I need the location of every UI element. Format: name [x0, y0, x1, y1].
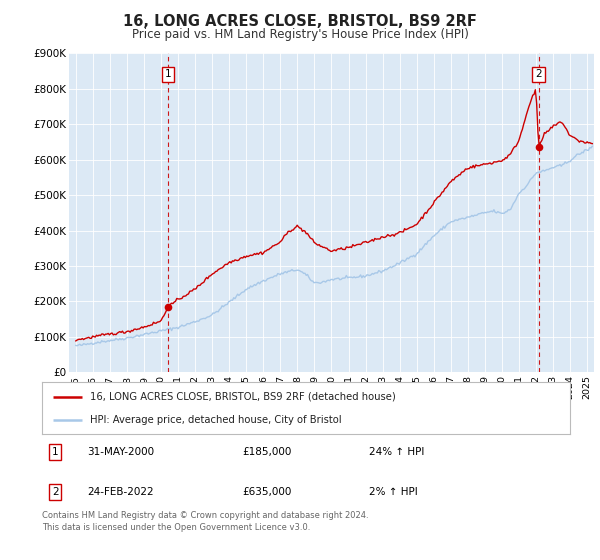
Text: 2: 2	[52, 487, 59, 497]
Text: 16, LONG ACRES CLOSE, BRISTOL, BS9 2RF (detached house): 16, LONG ACRES CLOSE, BRISTOL, BS9 2RF (…	[89, 392, 395, 402]
Text: Contains HM Land Registry data © Crown copyright and database right 2024.
This d: Contains HM Land Registry data © Crown c…	[42, 511, 368, 531]
Text: Price paid vs. HM Land Registry's House Price Index (HPI): Price paid vs. HM Land Registry's House …	[131, 28, 469, 41]
Text: £635,000: £635,000	[242, 487, 292, 497]
Text: 1: 1	[52, 447, 59, 457]
Text: 1: 1	[165, 69, 172, 80]
Text: 16, LONG ACRES CLOSE, BRISTOL, BS9 2RF: 16, LONG ACRES CLOSE, BRISTOL, BS9 2RF	[123, 14, 477, 29]
Text: HPI: Average price, detached house, City of Bristol: HPI: Average price, detached house, City…	[89, 414, 341, 424]
Text: 2% ↑ HPI: 2% ↑ HPI	[370, 487, 418, 497]
Text: 31-MAY-2000: 31-MAY-2000	[87, 447, 154, 457]
Text: 24-FEB-2022: 24-FEB-2022	[87, 487, 154, 497]
Text: £185,000: £185,000	[242, 447, 292, 457]
Text: 2: 2	[535, 69, 542, 80]
Text: 24% ↑ HPI: 24% ↑ HPI	[370, 447, 425, 457]
